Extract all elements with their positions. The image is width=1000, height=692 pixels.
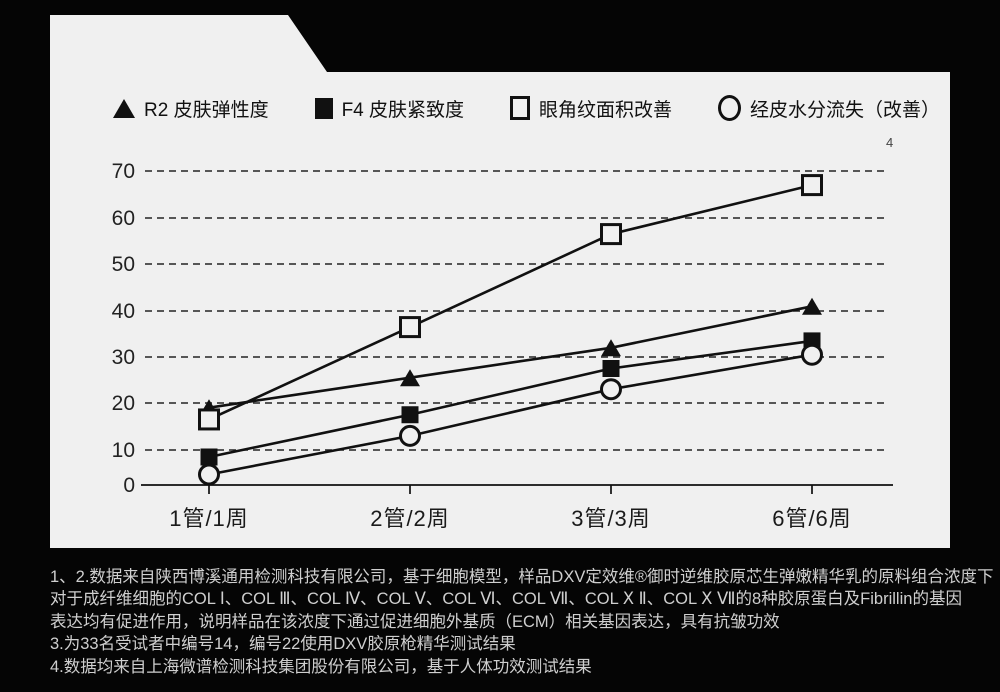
data-point-open-square bbox=[600, 223, 622, 246]
legend-label: 经皮水分流失（改善） bbox=[750, 99, 941, 121]
legend-item-crow-feet-area: 眼角纹面积改善 bbox=[510, 95, 672, 122]
footnote-line-5: 4.数据均来自上海微谱检测科技集团股份有限公司，基于人体功效测试结果 bbox=[50, 657, 592, 676]
chart-legend: R2 皮肤弹性度 F4 皮肤紧致度 眼角纹面积改善 经皮水分流失（改善） bbox=[113, 91, 940, 125]
data-point-filled-triangle bbox=[802, 297, 822, 315]
filled-square-icon bbox=[314, 97, 333, 119]
footnote-line-2: 对于成纤维细胞的COL Ⅰ、COL Ⅲ、COL Ⅳ、COL Ⅴ、COL Ⅵ、CO… bbox=[50, 590, 962, 609]
data-point-open-square bbox=[399, 316, 421, 339]
legend-item-tewl: 经皮水分流失（改善） bbox=[718, 95, 940, 122]
footnote-line-4: 3.为33名受试者中编号14，编号22使用DXV胶原枪精华测试结果 bbox=[50, 635, 516, 654]
line-chart-plot: 0 10 20 30 40 50 60 70 1管/1周 2管/2周 3管/3周 6管/6周 bbox=[112, 160, 893, 531]
footnote-line-1: 1、2.数据来自陕西博溪通用检测科技有限公司，基于细胞模型，样品DXV定效维®御… bbox=[50, 568, 994, 586]
data-point-filled-square bbox=[401, 406, 419, 424]
series-line bbox=[208, 305, 813, 409]
y-axis-tick-label: 30 bbox=[112, 346, 135, 369]
data-point-open-square bbox=[198, 408, 220, 431]
data-point-open-square bbox=[801, 174, 823, 197]
open-circle-icon bbox=[718, 95, 742, 121]
data-point-filled-square bbox=[602, 360, 620, 377]
x-axis-category-label: 1管/1周 bbox=[169, 506, 249, 531]
legend-label: 眼角纹面积改善 bbox=[539, 99, 673, 121]
y-axis-tick-label: 10 bbox=[112, 439, 135, 462]
series-line bbox=[208, 183, 813, 421]
data-point-filled-triangle bbox=[601, 339, 621, 357]
y-axis-tick-label: 20 bbox=[112, 392, 135, 415]
y-axis-tick-label: 0 bbox=[123, 474, 135, 497]
y-axis-tick-label: 40 bbox=[112, 300, 135, 323]
legend-item-f4-firmness: F4 皮肤紧致度 bbox=[314, 95, 465, 122]
legend-item-r2-elasticity: R2 皮肤弹性度 bbox=[113, 95, 269, 122]
y-axis-tick-label: 60 bbox=[112, 207, 135, 230]
data-point-open-circle bbox=[600, 378, 622, 401]
data-point-open-circle bbox=[801, 343, 823, 366]
legend-label: R2 皮肤弹性度 bbox=[144, 99, 269, 121]
chart-card: R2 皮肤弹性度 F4 皮肤紧致度 眼角纹面积改善 经皮水分流失（改善） 4 0… bbox=[50, 15, 950, 548]
legend-label: F4 皮肤紧致度 bbox=[341, 99, 465, 121]
x-axis-category-label: 2管/2周 bbox=[370, 506, 450, 531]
footnotes-block: 1、2.数据来自陕西博溪通用检测科技有限公司，基于细胞模型，样品DXV定效维®御… bbox=[50, 566, 994, 678]
y-axis-tick-label: 70 bbox=[112, 160, 135, 183]
series-line bbox=[208, 339, 813, 459]
footnote-line-3: 表达均有促进作用，说明样品在该浓度下通过促进细胞外基质（ECM）相关基因表达，具… bbox=[50, 612, 780, 631]
data-point-open-circle bbox=[399, 424, 421, 447]
data-point-filled-square bbox=[200, 448, 218, 466]
data-point-filled-triangle bbox=[400, 369, 420, 387]
data-point-open-circle bbox=[198, 463, 220, 486]
x-axis-category-label: 3管/3周 bbox=[571, 506, 651, 531]
y-axis-tick-label: 50 bbox=[112, 253, 135, 276]
series-line bbox=[208, 353, 813, 476]
filled-triangle-icon bbox=[113, 98, 135, 118]
footnote-reference-4: 4 bbox=[886, 135, 894, 150]
x-axis-category-label: 6管/6周 bbox=[772, 506, 852, 531]
open-square-icon bbox=[510, 96, 531, 120]
